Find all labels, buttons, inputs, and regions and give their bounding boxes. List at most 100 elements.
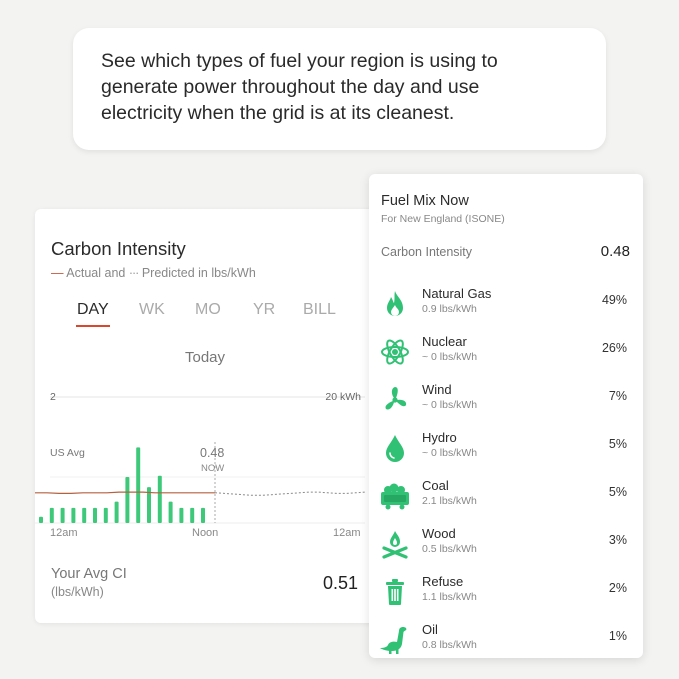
fuel-mix-ci-label: Carbon Intensity bbox=[381, 245, 473, 259]
usage-bar bbox=[201, 507, 205, 523]
fuel-percent: 1% bbox=[608, 629, 627, 643]
usage-bar bbox=[190, 507, 195, 523]
right-axis-label: 20 kWh bbox=[325, 391, 361, 403]
usage-bar bbox=[168, 501, 173, 523]
usage-bar bbox=[147, 487, 151, 523]
legend-predicted-label: Predicted in lbs/kWh bbox=[141, 266, 256, 280]
fuel-mix-region: For New England (ISONE) bbox=[381, 213, 505, 225]
tab-year-label: YR bbox=[253, 301, 276, 318]
campfire-icon bbox=[382, 531, 408, 559]
tab-day-label: DAY bbox=[77, 301, 109, 318]
fuel-row-wind: Wind ~ 0 lbs/kWh 7% bbox=[369, 382, 643, 426]
fuel-rate: 0.9 lbs/kWh bbox=[422, 303, 477, 315]
usage-bars bbox=[39, 447, 205, 523]
callout-line-1: See which types of fuel your region is u… bbox=[101, 50, 498, 72]
fuel-mix-card: Fuel Mix Now For New England (ISONE) Car… bbox=[369, 174, 643, 658]
tab-bill[interactable]: BILL bbox=[303, 301, 336, 319]
card-title: Carbon Intensity bbox=[51, 238, 186, 259]
tab-week-label: WK bbox=[139, 301, 165, 318]
callout-line-2: generate power throughout the day and us… bbox=[101, 76, 480, 98]
fuel-name: Wind bbox=[422, 382, 452, 397]
wind-turbine-icon bbox=[385, 387, 407, 410]
usage-bar bbox=[60, 507, 65, 523]
fuel-percent: 5% bbox=[608, 437, 627, 451]
fuel-rate: 0.5 lbs/kWh bbox=[422, 543, 477, 555]
fuel-name: Nuclear bbox=[422, 334, 467, 349]
tab-month-label: MO bbox=[195, 301, 221, 318]
x-tick-12am-start: 12am bbox=[50, 527, 78, 539]
fuel-name: Refuse bbox=[422, 574, 464, 589]
avg-ci-label: Your Avg CI bbox=[51, 566, 127, 582]
flame-icon bbox=[387, 291, 403, 316]
fuel-name: Wood bbox=[422, 526, 456, 541]
fuel-percent: 5% bbox=[608, 485, 627, 499]
usage-bar bbox=[114, 501, 119, 523]
trash-can-icon bbox=[386, 579, 404, 605]
coal-cart-icon bbox=[381, 483, 409, 510]
tab-month[interactable]: MO bbox=[195, 301, 221, 319]
fuel-percent: 7% bbox=[608, 389, 627, 403]
atom-icon bbox=[381, 339, 409, 365]
left-axis-label: 2 bbox=[50, 391, 56, 403]
usage-bar bbox=[125, 477, 130, 523]
usage-bar bbox=[157, 475, 162, 523]
carbon-intensity-card: Carbon Intensity — Actual and ··· Predic… bbox=[35, 209, 390, 623]
fuel-row-natural-gas: Natural Gas 0.9 lbs/kWh 49% bbox=[369, 286, 643, 330]
usage-bar bbox=[179, 507, 184, 523]
info-callout: See which types of fuel your region is u… bbox=[73, 28, 606, 150]
fuel-mix-title: Fuel Mix Now bbox=[381, 193, 469, 209]
now-label: NOW bbox=[201, 463, 224, 474]
period-tabs: DAY WK MO YR BILL bbox=[35, 301, 390, 331]
usage-bar bbox=[49, 507, 54, 523]
tab-week[interactable]: WK bbox=[139, 301, 165, 319]
fuel-row-hydro: Hydro ~ 0 lbs/kWh 5% bbox=[369, 430, 643, 474]
usage-bar bbox=[71, 507, 76, 523]
now-value: 0.48 bbox=[200, 446, 224, 460]
usage-bar bbox=[82, 507, 87, 523]
fuel-name: Natural Gas bbox=[422, 286, 492, 301]
chart-legend: — Actual and ··· Predicted in lbs/kWh bbox=[51, 266, 256, 280]
fuel-rate: ~ 0 lbs/kWh bbox=[422, 351, 478, 363]
x-tick-noon: Noon bbox=[192, 527, 218, 539]
fuel-row-wood: Wood 0.5 lbs/kWh 3% bbox=[369, 526, 643, 570]
callout-line-3: electricity when the grid is at its clea… bbox=[101, 102, 455, 124]
fuel-name: Hydro bbox=[422, 430, 457, 445]
fuel-percent: 2% bbox=[608, 581, 627, 595]
legend-actual-label: Actual and bbox=[66, 266, 126, 280]
fuel-row-oil: Oil 0.8 lbs/kWh 1% bbox=[369, 622, 643, 666]
fuel-row-nuclear: Nuclear ~ 0 lbs/kWh 26% bbox=[369, 334, 643, 378]
water-drop-icon bbox=[386, 435, 404, 462]
x-tick-12am-end: 12am bbox=[333, 527, 361, 539]
actual-intensity-line bbox=[35, 491, 215, 495]
dinosaur-icon bbox=[380, 627, 407, 654]
usage-bar bbox=[39, 516, 43, 523]
fuel-name: Coal bbox=[422, 478, 449, 493]
fuel-mix-ci-value: 0.48 bbox=[600, 243, 630, 260]
actual-line-swatch: — bbox=[51, 266, 64, 280]
fuel-rate: 0.8 lbs/kWh bbox=[422, 639, 477, 651]
us-avg-label: US Avg bbox=[50, 447, 85, 459]
avg-ci-unit: (lbs/kWh) bbox=[51, 585, 104, 599]
fuel-rate: ~ 0 lbs/kWh bbox=[422, 399, 478, 411]
fuel-rate: ~ 0 lbs/kWh bbox=[422, 447, 478, 459]
period-label: Today bbox=[185, 349, 226, 366]
fuel-row-coal: Coal 2.1 lbs/kWh 5% bbox=[369, 478, 643, 522]
fuel-percent: 3% bbox=[608, 533, 627, 547]
fuel-rate: 1.1 lbs/kWh bbox=[422, 591, 477, 603]
avg-ci-value: 0.51 bbox=[323, 573, 359, 593]
fuel-percent: 49% bbox=[601, 293, 627, 307]
active-tab-indicator bbox=[76, 325, 110, 327]
predicted-intensity-line bbox=[214, 491, 366, 496]
tab-year[interactable]: YR bbox=[253, 301, 275, 319]
carbon-intensity-chart[interactable]: 2 20 kWh US Avg 0.48 NOW 12am Noon 12am bbox=[35, 384, 390, 559]
fuel-row-refuse: Refuse 1.1 lbs/kWh 2% bbox=[369, 574, 643, 618]
fuel-rate: 2.1 lbs/kWh bbox=[422, 495, 477, 507]
predicted-line-swatch: ··· bbox=[128, 266, 139, 280]
usage-bar bbox=[93, 507, 97, 523]
fuel-name: Oil bbox=[422, 622, 438, 637]
tab-day[interactable]: DAY bbox=[76, 301, 110, 327]
tab-bill-label: BILL bbox=[303, 301, 336, 318]
fuel-percent: 26% bbox=[601, 341, 627, 355]
usage-bar bbox=[103, 507, 108, 523]
usage-bar bbox=[136, 447, 141, 523]
